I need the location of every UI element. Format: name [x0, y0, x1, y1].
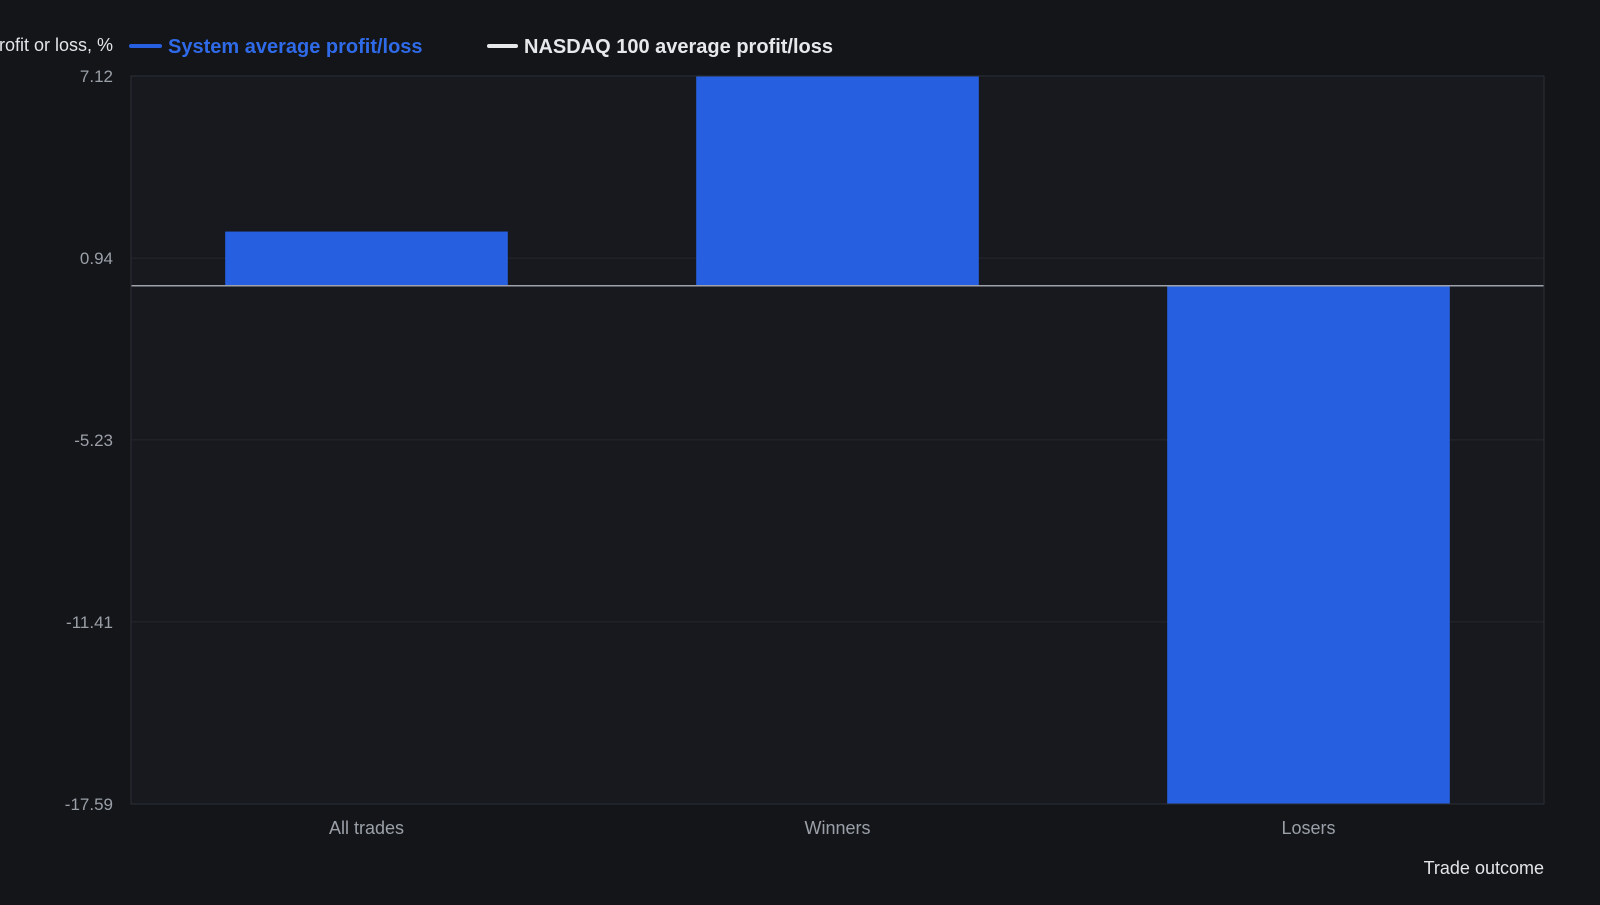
bar-losers[interactable]	[1167, 285, 1450, 804]
x-tick-label: All trades	[329, 818, 404, 838]
legend-label-nasdaq: NASDAQ 100 average profit/loss	[524, 36, 833, 58]
plot-border	[130, 75, 1545, 805]
y-axis-label: Average profit or loss, %	[0, 35, 113, 55]
axes: 7.12 0.94 -5.23 -11.41 -17.59 All trades Winne…	[65, 67, 1544, 838]
legend-item-nasdaq[interactable]: NASDAQ 100 average profit/loss	[487, 36, 833, 58]
legend: System average profit/loss NASDAQ 100 av…	[129, 36, 833, 58]
bar-series-system	[225, 76, 1450, 804]
legend-label-system: System average profit/loss	[168, 36, 423, 58]
bar-all-trades[interactable]	[225, 231, 508, 286]
y-tick-label: -11.41	[66, 613, 113, 632]
y-tick-label: -5.23	[74, 431, 113, 450]
x-tick-label: Winners	[804, 818, 870, 838]
legend-item-system[interactable]: System average profit/loss	[129, 36, 423, 58]
x-tick-label: Losers	[1281, 818, 1335, 838]
x-axis-label: Trade outcome	[1424, 858, 1544, 878]
y-tick-label: -17.59	[65, 795, 113, 814]
y-tick-label: 7.12	[80, 67, 113, 86]
y-tick-label: 0.94	[80, 249, 113, 268]
bar-winners[interactable]	[696, 76, 979, 286]
